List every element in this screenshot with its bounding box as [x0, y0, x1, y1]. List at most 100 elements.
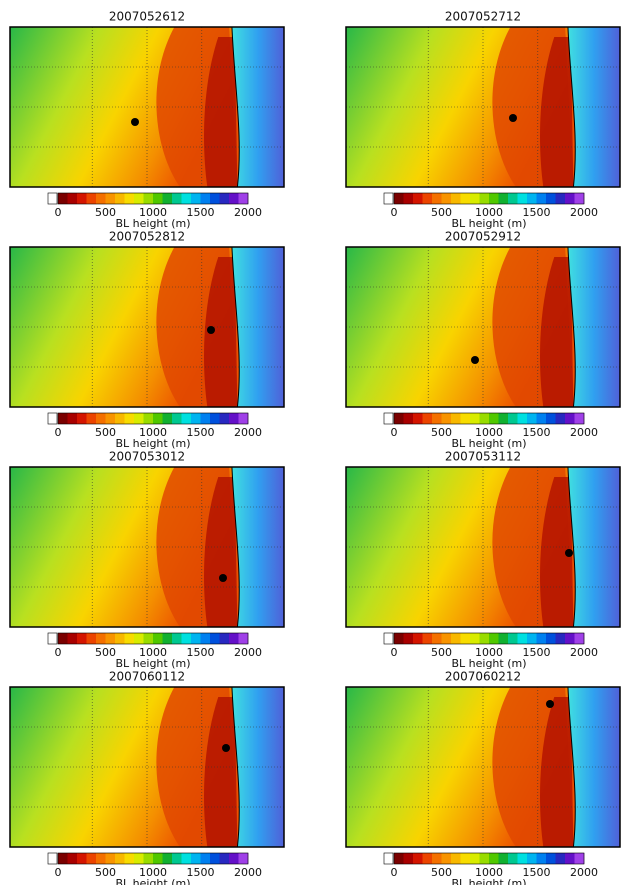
coastline	[231, 686, 240, 848]
colorbar-tick-label: 2000	[234, 206, 262, 219]
colorbar-swatch	[555, 633, 566, 644]
coastline	[567, 466, 576, 628]
colorbar-swatch	[422, 193, 433, 204]
colorbar-below	[47, 192, 58, 205]
colorbar-swatch	[565, 193, 575, 204]
colorbar-tick-label: 2000	[570, 866, 598, 879]
colorbar-swatch	[162, 413, 173, 424]
colorbar-swatch	[489, 413, 499, 424]
colorbar-frame	[393, 192, 585, 205]
colorbar-tick-label: 1500	[523, 646, 551, 659]
colorbar-tick-label: 1000	[139, 206, 167, 219]
colorbar-swatch	[508, 193, 518, 204]
panel-title: 2007060212	[445, 670, 521, 684]
map-frame	[9, 466, 285, 628]
colorbar-swatch	[77, 413, 87, 424]
colorbar-swatch	[508, 633, 518, 644]
colorbar-tick-label: 500	[431, 206, 452, 219]
colorbar-swatch	[441, 853, 452, 864]
colorbar-swatch	[479, 193, 490, 204]
ocean-region	[567, 27, 620, 187]
colorbar-label: BL height (m)	[115, 657, 190, 670]
panel: 2007052712 0 500 1000 1500 2000 BL height (m)	[345, 10, 621, 230]
colorbar-swatch	[200, 193, 211, 204]
colorbar-tick-label: 1500	[187, 646, 215, 659]
colorbar-swatch	[162, 193, 173, 204]
colorbar-swatch	[536, 633, 547, 644]
colorbar-tick-label: 2000	[570, 206, 598, 219]
panel: 2007053012 0 500 1000 1500 2000 BL height (m)	[9, 450, 285, 670]
colorbar-swatch	[134, 193, 144, 204]
colorbar-swatch	[67, 633, 78, 644]
colorbar-swatch	[172, 413, 182, 424]
colorbar-swatch	[403, 633, 414, 644]
colorbar-tick-label: 1500	[187, 426, 215, 439]
panel-title: 2007052712	[445, 10, 521, 24]
site-marker	[131, 118, 139, 126]
coastline	[231, 466, 240, 628]
colorbar-tick-label: 1000	[475, 866, 503, 879]
site-marker	[509, 114, 517, 122]
colorbar-swatch	[162, 853, 173, 864]
colorbar-swatch	[200, 633, 211, 644]
colorbar-swatch	[86, 633, 97, 644]
colorbar-swatch	[105, 633, 116, 644]
colorbar-swatch	[460, 193, 471, 204]
colorbar-swatch	[546, 853, 556, 864]
highest-bl-region	[540, 257, 574, 407]
site-marker	[219, 574, 227, 582]
colorbar-tick-label: 500	[431, 866, 452, 879]
colorbar-tick-label: 500	[95, 426, 116, 439]
coastline	[231, 26, 240, 188]
colorbar-swatch	[498, 413, 509, 424]
colorbar-swatch	[181, 633, 192, 644]
colorbar-swatch	[394, 633, 404, 644]
colorbar-swatch	[115, 853, 125, 864]
colorbar-tick-label: 1500	[523, 426, 551, 439]
colorbar-swatch	[451, 193, 461, 204]
colorbar-tick-label: 1000	[475, 646, 503, 659]
colorbar-swatch	[96, 193, 106, 204]
colorbar-swatch	[96, 853, 106, 864]
colorbar-swatch	[565, 853, 575, 864]
colorbar-swatch	[58, 633, 68, 644]
panel: 2007060112 0 500 1000 1500 2000 BL height (m)	[9, 670, 285, 885]
colorbar-swatch	[489, 853, 499, 864]
colorbar-swatch	[181, 853, 192, 864]
colorbar-swatch	[143, 413, 154, 424]
colorbar-label: BL height (m)	[115, 877, 190, 885]
colorbar-swatch	[489, 193, 499, 204]
colorbar-swatch	[238, 413, 249, 424]
colorbar-swatch	[422, 413, 433, 424]
colorbar-swatch	[77, 193, 87, 204]
colorbar-swatch	[574, 413, 585, 424]
colorbar-swatch	[527, 413, 537, 424]
colorbar-swatch	[498, 853, 509, 864]
colorbar-tick-label: 2000	[234, 426, 262, 439]
colorbar-tick-label: 1000	[475, 426, 503, 439]
colorbar-swatch	[77, 633, 87, 644]
colorbar-label: BL height (m)	[451, 877, 526, 885]
colorbar-swatch	[153, 413, 163, 424]
colorbar-tick-label: 500	[431, 426, 452, 439]
colorbar-swatch	[479, 633, 490, 644]
panel-title: 2007053112	[445, 450, 521, 464]
colorbar-swatch	[536, 193, 547, 204]
colorbar-swatch	[200, 853, 211, 864]
colorbar-swatch	[451, 853, 461, 864]
colorbar-swatch	[124, 413, 135, 424]
colorbar-swatch	[105, 413, 116, 424]
colorbar-tick-label: 0	[391, 646, 398, 659]
colorbar-swatch	[210, 853, 220, 864]
colorbar-swatch	[143, 193, 154, 204]
colorbar-swatch	[86, 853, 97, 864]
colorbar-swatch	[432, 633, 442, 644]
map-frame	[9, 686, 285, 848]
colorbar-tick-label: 0	[391, 206, 398, 219]
colorbar-swatch	[191, 633, 201, 644]
colorbar-below	[383, 852, 394, 865]
colorbar-swatch	[219, 193, 230, 204]
colorbar-swatch	[210, 413, 220, 424]
colorbar-swatch	[451, 413, 461, 424]
colorbar-swatch	[210, 633, 220, 644]
